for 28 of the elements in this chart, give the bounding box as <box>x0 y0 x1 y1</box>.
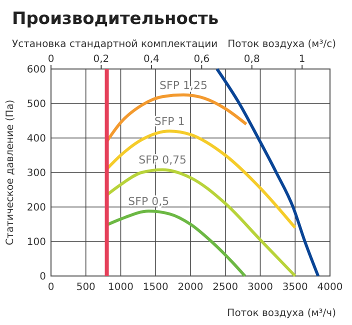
x-tick-label: 0 <box>48 282 54 293</box>
y-tick-label: 600 <box>26 64 46 76</box>
x-tick-label: 500 <box>76 282 96 293</box>
x-tick-label: 1000 <box>108 282 134 293</box>
x2-tick-label: 0,4 <box>143 54 160 65</box>
x-tick-label: 3500 <box>282 282 308 293</box>
chart-subtitle: Установка стандартной комплектации <box>12 39 218 50</box>
y-tick-label: 300 <box>26 168 46 179</box>
x2-tick-label: 1 <box>298 54 306 65</box>
x-tick-label: 3000 <box>248 282 273 293</box>
chart-title: Производительность <box>12 9 219 29</box>
x-tick-label: 2000 <box>178 282 204 293</box>
x2-tick-label: 0 <box>48 54 54 65</box>
x2-tick-label: 0,8 <box>244 54 260 65</box>
x-tick-label: 4000 <box>317 282 343 293</box>
y-tick-label: 0 <box>40 272 46 282</box>
x2-axis-title: Поток воздуха (м³/с) <box>228 39 336 50</box>
x-tick-label: 2500 <box>212 282 238 293</box>
y-tick-label: 500 <box>26 99 46 110</box>
x2-tick-label: 0,6 <box>194 54 210 65</box>
y-tick-label: 100 <box>26 237 46 248</box>
line-series <box>216 68 320 278</box>
x2-tick-label: 0,2 <box>93 54 110 65</box>
y-axis-title: Статическое давление (Па) <box>5 100 16 246</box>
y-tick-label: 200 <box>26 202 46 214</box>
x-tick-label: 1500 <box>142 282 168 293</box>
y-tick-label: 400 <box>26 134 46 144</box>
x-axis-title: Поток воздуха (м³/ч) <box>227 308 336 319</box>
